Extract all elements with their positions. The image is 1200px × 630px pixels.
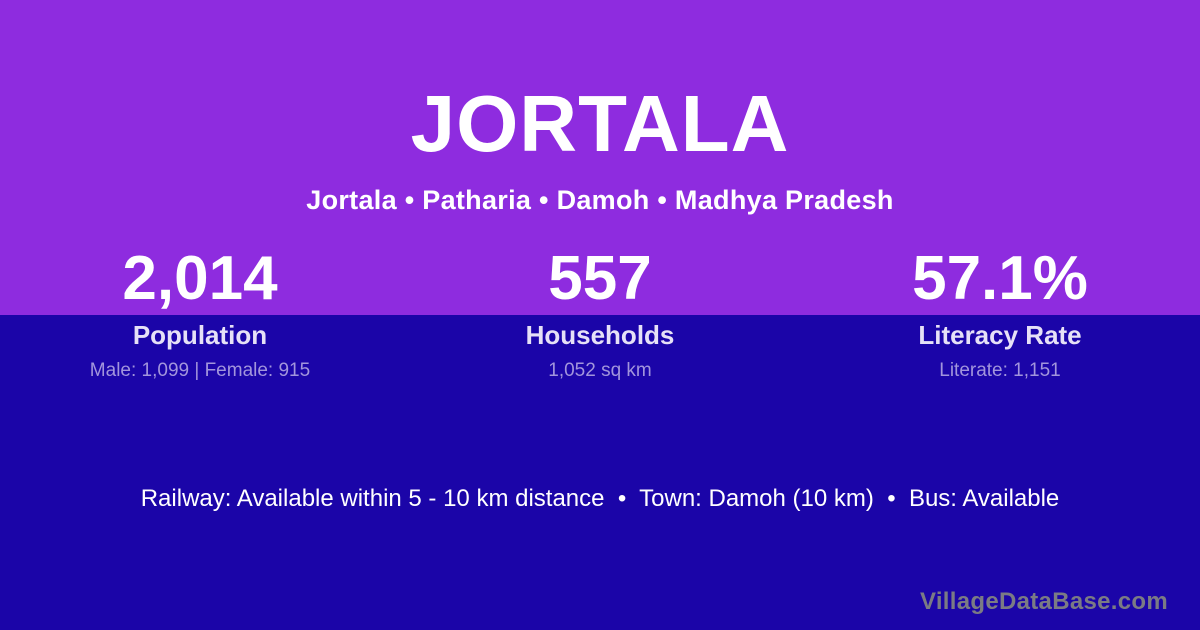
households-value: 557 <box>548 244 652 313</box>
literacy-value: 57.1% <box>912 244 1088 313</box>
location-breadcrumb: Jortala • Patharia • Damoh • Madhya Prad… <box>306 185 894 215</box>
households-label: Households <box>525 320 675 350</box>
households-stat: 557 Households 1,052 sq km <box>400 243 800 383</box>
population-detail: Male: 1,099 | Female: 915 <box>89 360 311 381</box>
population-label: Population <box>132 320 268 350</box>
connectivity-info-line: Railway: Available within 5 - 10 km dist… <box>140 485 1060 512</box>
population-stat: 2,014 Population Male: 1,099 | Female: 9… <box>0 243 400 383</box>
stats-row: 2,014 Population Male: 1,099 | Female: 9… <box>0 243 1200 383</box>
village-name-title: JORTALA <box>410 79 790 168</box>
population-value: 2,014 <box>122 244 278 313</box>
literacy-label: Literacy Rate <box>918 320 1082 350</box>
literacy-stat: 57.1% Literacy Rate Literate: 1,151 <box>800 243 1200 383</box>
site-watermark: VillageDataBase.com <box>919 588 1168 615</box>
households-detail: 1,052 sq km <box>548 360 652 381</box>
literacy-detail: Literate: 1,151 <box>939 360 1061 381</box>
purple-header-background <box>0 0 1200 315</box>
indigo-footer-background <box>0 315 1200 630</box>
